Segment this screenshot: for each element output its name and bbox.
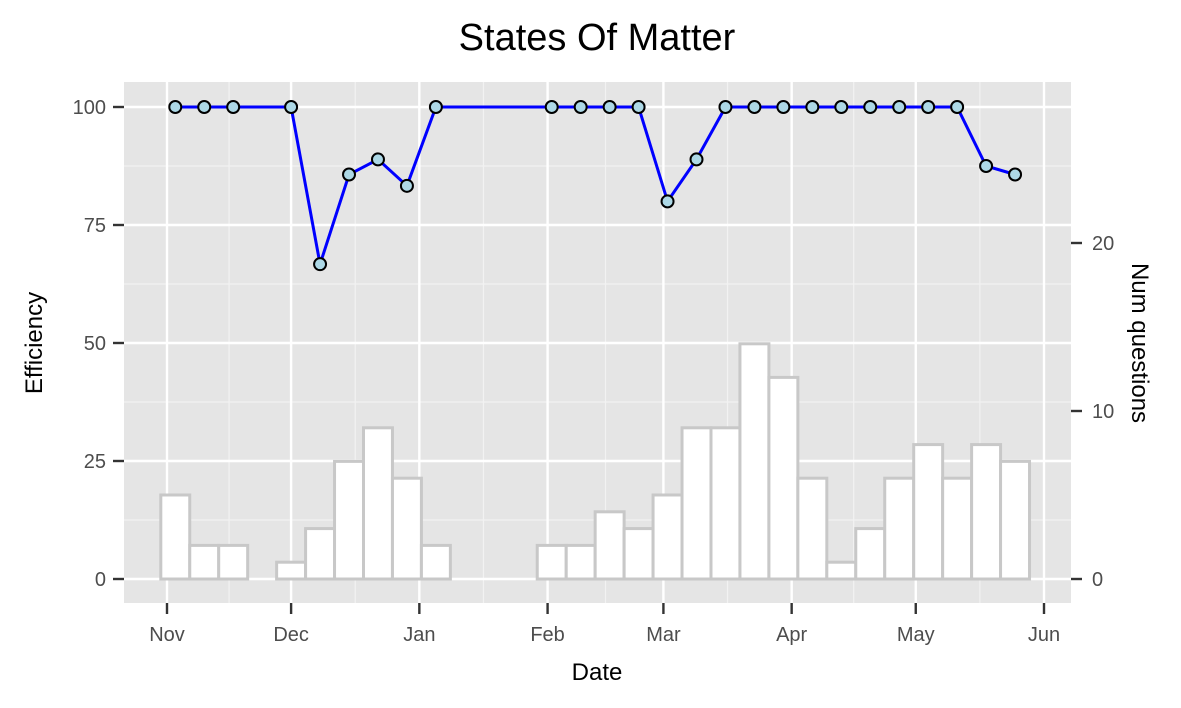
bar [188, 543, 221, 581]
x-tick-label: Jun [1028, 624, 1060, 646]
y2-axis-title: Num questions [1126, 263, 1153, 423]
data-point [168, 100, 183, 114]
data-point [544, 100, 559, 114]
x-tick-label: Jan [403, 624, 435, 646]
data-point [370, 152, 385, 167]
y2-tick-label: 0 [1092, 569, 1103, 591]
y-tick-label: 100 [73, 97, 106, 119]
y-tick-label: 0 [95, 569, 106, 591]
data-point [573, 100, 588, 114]
data-point [399, 178, 414, 193]
data-point [892, 100, 907, 114]
bar [564, 543, 597, 581]
bar [709, 426, 742, 581]
bar [217, 543, 250, 581]
axes: 0 25 50 75 100 0 10 20 Nov Dec Jan Feb Mar Apr May Jun [73, 97, 1115, 646]
bar [651, 493, 684, 581]
data-point [342, 167, 357, 182]
data-point [284, 100, 299, 114]
bar [854, 527, 887, 581]
bar [970, 443, 1003, 581]
y-tick-label: 50 [84, 333, 106, 355]
bar [767, 375, 800, 581]
bar [999, 459, 1032, 581]
data-point [428, 100, 443, 114]
y-tick-label: 75 [84, 215, 106, 237]
bar [593, 510, 626, 581]
data-point [226, 100, 241, 114]
bar [738, 342, 771, 581]
bar [419, 543, 452, 581]
data-point [834, 100, 849, 114]
bar [535, 543, 568, 581]
data-point [1008, 167, 1023, 182]
bar [304, 527, 337, 581]
x-tick-label: Apr [776, 624, 807, 646]
chart-title: States Of Matter [459, 17, 736, 59]
bar [680, 426, 713, 581]
bar-series [159, 342, 1032, 581]
y-axis-title: Efficiency [21, 292, 48, 394]
bar [333, 459, 365, 581]
bar [883, 476, 916, 581]
bar [159, 493, 192, 581]
bar [941, 476, 974, 581]
x-axis-title: Date [572, 659, 623, 686]
data-point [689, 152, 704, 167]
data-point [950, 100, 965, 114]
data-point [776, 100, 791, 114]
data-point [805, 100, 820, 114]
bar [275, 560, 308, 581]
efficiency-points [168, 100, 1023, 272]
x-tick-label: Feb [530, 624, 564, 646]
y2-tick-label: 10 [1092, 401, 1114, 423]
data-point [660, 194, 675, 209]
data-point [921, 100, 936, 114]
x-tick-label: Nov [149, 624, 185, 646]
bar [361, 426, 394, 581]
data-point [718, 100, 733, 114]
y-tick-label: 25 [84, 451, 106, 473]
x-tick-label: May [897, 624, 935, 646]
data-point [863, 100, 878, 114]
bar [912, 443, 945, 581]
bar [796, 476, 829, 581]
bar [622, 527, 655, 581]
x-tick-label: Dec [273, 624, 309, 646]
data-point [197, 100, 212, 114]
data-point [979, 159, 994, 173]
data-point [747, 100, 762, 114]
bar [390, 476, 423, 581]
data-point [631, 100, 646, 114]
data-point [602, 100, 617, 114]
bar [825, 560, 858, 581]
x-tick-label: Mar [646, 624, 681, 646]
data-point [313, 257, 328, 272]
y2-tick-label: 20 [1092, 233, 1114, 255]
